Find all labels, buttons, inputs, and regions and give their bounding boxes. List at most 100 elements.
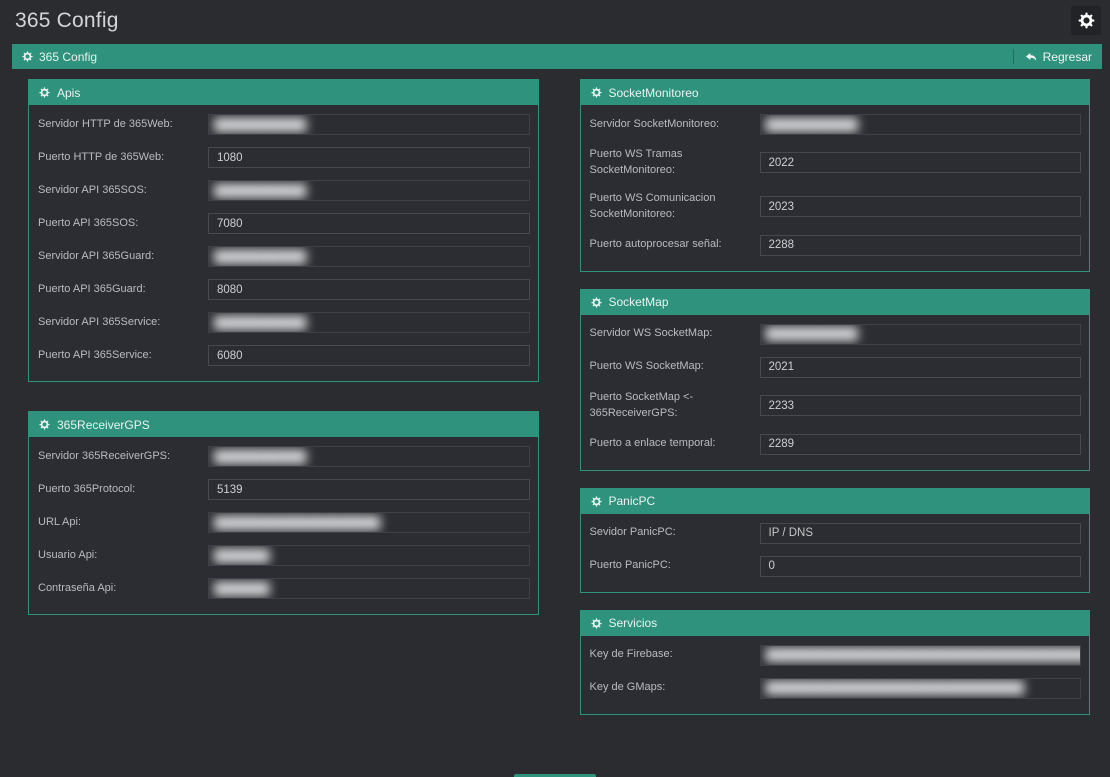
contrasena-api-label: Contraseña Api: (38, 581, 117, 594)
usuario-api-input[interactable]: ██████ (208, 545, 530, 566)
panel-body: Key de Firebase: ████████████████████████… (581, 636, 1090, 714)
servidor-api-365service-label: Servidor API 365Service: (38, 315, 161, 328)
panel-header: SocketMap (580, 289, 1089, 315)
puerto-http-de-365web-input[interactable] (208, 147, 530, 168)
field-row: Servidor SocketMonitoreo: ██████████ (590, 114, 1081, 135)
settings-button[interactable] (1071, 6, 1101, 35)
servidor-api-365guard-input[interactable]: ██████████ (208, 246, 530, 267)
title-bar: 365 Config (0, 0, 1110, 44)
field-row: Key de Firebase: ████████████████████████… (589, 644, 1081, 666)
puerto-api-365sos-input[interactable] (208, 213, 530, 234)
panel-body: Servidor WS SocketMap: ██████████ Puerto W… (581, 315, 1090, 470)
puerto-a-enlace-temporal-input[interactable] (759, 433, 1081, 455)
divider (1012, 49, 1014, 64)
puerto-ws-comunicacion-socketmonitoreo-label: Puerto WS Comunicacion SocketMonitoreo: (589, 191, 716, 220)
key-de-gmaps-input[interactable]: ████████████████████████████ (759, 677, 1081, 699)
servidor-api-365sos-input[interactable]: ██████████ (208, 180, 530, 201)
url-api-input[interactable]: ██████████████████ (208, 512, 530, 533)
gear-icon (590, 496, 602, 507)
redacted-value: ██████████ (214, 117, 307, 132)
servidor-http-de-365web-input[interactable]: ██████████ (208, 114, 530, 135)
servidor-ws-socketmap-label: Servidor WS SocketMap: (589, 327, 713, 340)
puerto-ws-tramas-socketmonitoreo-input[interactable] (759, 152, 1081, 174)
gear-icon (39, 419, 50, 430)
redacted-value: ████████████████████████████████████████… (765, 648, 1081, 663)
panel-body: Servidor HTTP de 365Web: ██████████ Puerto… (29, 105, 538, 381)
field-row: Servidor WS SocketMap: ██████████ (589, 323, 1081, 345)
panel-servicios: Servicios Key de Firebase: ███████████████… (579, 609, 1090, 715)
breadcrumb-right: Regresar (1012, 44, 1092, 69)
field-row: Servidor 365ReceiverGPS: ██████████ (38, 446, 530, 467)
servidor-api-365guard-label: Servidor API 365Guard: (38, 249, 155, 262)
puerto-api-365guard-label: Puerto API 365Guard: (38, 282, 146, 295)
field-row: Sevidor PanicPC: (590, 522, 1081, 544)
gear-icon (39, 87, 50, 98)
field-row: Puerto a enlace temporal: (589, 433, 1081, 455)
field-row: Servidor HTTP de 365Web: ██████████ (38, 114, 530, 135)
redacted-value: ██████ (214, 581, 270, 596)
panel-socketmap: SocketMap Servidor WS SocketMap: █████████… (579, 288, 1090, 471)
puerto-ws-tramas-socketmonitoreo-label: Puerto WS Tramas SocketMonitoreo: (589, 148, 683, 176)
puerto-autoprocesar-senal-input[interactable] (759, 234, 1081, 256)
redacted-value: ██████ (214, 548, 270, 563)
save-button[interactable]: Guardar (513, 773, 597, 777)
redacted-value: ██████████ (214, 315, 307, 330)
puerto-365protocol-input[interactable] (208, 479, 530, 500)
puerto-api-365guard-input[interactable] (208, 279, 530, 300)
field-row: Puerto 365Protocol: (38, 479, 530, 500)
key-de-firebase-label: Key de Firebase: (589, 648, 673, 661)
panel-header: PanicPC (580, 488, 1089, 514)
puerto-a-enlace-temporal-label: Puerto a enlace temporal: (589, 437, 716, 450)
field-row: Puerto WS SocketMap: (590, 356, 1081, 378)
redacted-value: ██████████ (765, 117, 858, 132)
key-de-gmaps-label: Key de GMaps: (589, 681, 666, 694)
panel-body: Servidor 365ReceiverGPS: ██████████ Puerto… (29, 437, 538, 614)
puerto-api-365service-input[interactable] (208, 345, 530, 366)
redacted-value: ████████████████████████████ (765, 681, 1024, 696)
field-row: Puerto PanicPC: (590, 555, 1081, 577)
field-row: URL Api: ██████████████████ (38, 512, 530, 533)
contrasena-api-input[interactable]: ██████ (208, 578, 530, 599)
panel-body: Servidor SocketMonitoreo: ██████████ Puert… (581, 105, 1090, 271)
puerto-ws-socketmap-input[interactable] (759, 356, 1081, 378)
usuario-api-label: Usuario Api: (38, 548, 98, 561)
field-row: Puerto SocketMap <- 365ReceiverGPS: (589, 390, 1081, 422)
panel-365receivergps: 365ReceiverGPS Servidor 365ReceiverGPS: ██… (28, 411, 539, 615)
breadcrumb-left: 365 Config (22, 50, 97, 64)
servidor-365receivergps-input[interactable]: ██████████ (208, 446, 530, 467)
left-column: Apis Servidor HTTP de 365Web: ██████████ Pu… (28, 79, 539, 732)
puerto-socketmap-365receivergps-input[interactable] (759, 395, 1081, 417)
servidor-ws-socketmap-input[interactable]: ██████████ (759, 323, 1081, 345)
field-row: Servidor API 365Guard: ██████████ (38, 246, 530, 267)
panel-title: 365ReceiverGPS (57, 417, 150, 432)
field-row: Puerto API 365Service: (38, 345, 530, 366)
panel-header: Servicios (580, 610, 1089, 636)
panel-body: Sevidor PanicPC: Puerto PanicPC: (581, 514, 1090, 592)
gear-icon (22, 51, 33, 62)
puerto-panicpc-input[interactable] (759, 555, 1081, 577)
key-de-firebase-input[interactable]: ████████████████████████████████████████… (759, 644, 1081, 666)
back-button[interactable]: Regresar (1025, 50, 1092, 64)
sevidor-panicpc-input[interactable] (759, 522, 1081, 544)
save-bar: Guardar (0, 773, 1110, 777)
field-row: Puerto autoprocesar señal: (589, 234, 1081, 256)
gear-icon (1078, 12, 1095, 29)
page-title: 365 Config (15, 9, 119, 32)
panel-title: Apis (57, 85, 81, 100)
redacted-value: ██████████ (214, 449, 307, 464)
field-row: Puerto API 365SOS: (38, 213, 530, 234)
field-row: Usuario Api: ██████ (38, 545, 530, 566)
puerto-api-365sos-label: Puerto API 365SOS: (38, 216, 139, 229)
breadcrumb: 365 Config Regresar (12, 44, 1102, 69)
gear-icon (590, 618, 602, 629)
servidor-api-365service-input[interactable]: ██████████ (208, 312, 530, 333)
field-row: Key de GMaps: ███████████████████████████… (589, 677, 1081, 699)
puerto-socketmap-365receivergps-label: Puerto SocketMap <- 365ReceiverGPS: (589, 390, 694, 419)
puerto-autoprocesar-senal-label: Puerto autoprocesar señal: (589, 238, 722, 251)
panel-header: Apis (29, 80, 538, 105)
puerto-ws-comunicacion-socketmonitoreo-input[interactable] (759, 196, 1081, 218)
redacted-value: ██████████████████ (214, 515, 381, 530)
redacted-value: ██████████ (214, 249, 307, 264)
servidor-socketmonitoreo-input[interactable]: ██████████ (759, 114, 1081, 135)
redacted-value: ██████████ (765, 327, 858, 342)
